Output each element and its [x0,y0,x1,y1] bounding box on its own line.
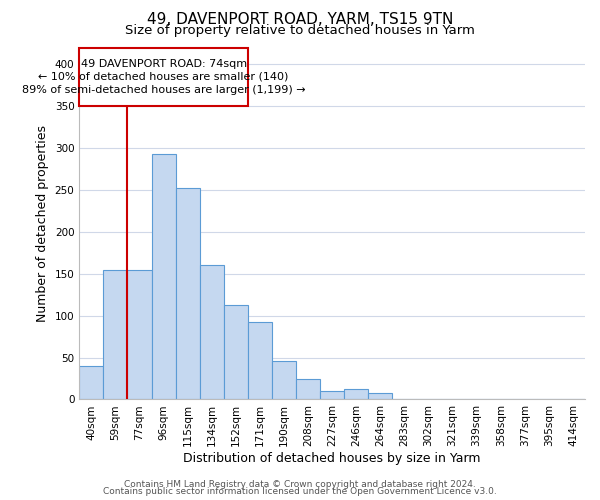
Bar [200,264,224,400]
Bar [537,398,561,400]
Bar [224,305,248,400]
Y-axis label: Number of detached properties: Number of detached properties [36,125,49,322]
Bar [272,361,296,400]
Bar [103,270,127,400]
Bar [416,398,440,400]
Text: 49, DAVENPORT ROAD, YARM, TS15 9TN: 49, DAVENPORT ROAD, YARM, TS15 9TN [147,12,453,28]
Bar [296,378,320,400]
Bar [464,398,488,400]
Bar [368,393,392,400]
Text: Contains HM Land Registry data © Crown copyright and database right 2024.: Contains HM Land Registry data © Crown c… [124,480,476,489]
Bar [320,391,344,400]
Bar [561,398,585,400]
Bar [127,270,152,400]
Bar [344,388,368,400]
Bar [488,398,513,400]
Text: Size of property relative to detached houses in Yarm: Size of property relative to detached ho… [125,24,475,37]
Bar [79,366,103,400]
Text: Contains public sector information licensed under the Open Government Licence v3: Contains public sector information licen… [103,488,497,496]
FancyBboxPatch shape [79,48,248,106]
Bar [176,188,200,400]
Bar [440,398,464,400]
X-axis label: Distribution of detached houses by size in Yarm: Distribution of detached houses by size … [184,452,481,465]
Bar [392,398,416,400]
Bar [248,322,272,400]
Bar [152,154,176,400]
Bar [513,398,537,400]
Text: 49 DAVENPORT ROAD: 74sqm
← 10% of detached houses are smaller (140)
89% of semi-: 49 DAVENPORT ROAD: 74sqm ← 10% of detach… [22,58,305,95]
